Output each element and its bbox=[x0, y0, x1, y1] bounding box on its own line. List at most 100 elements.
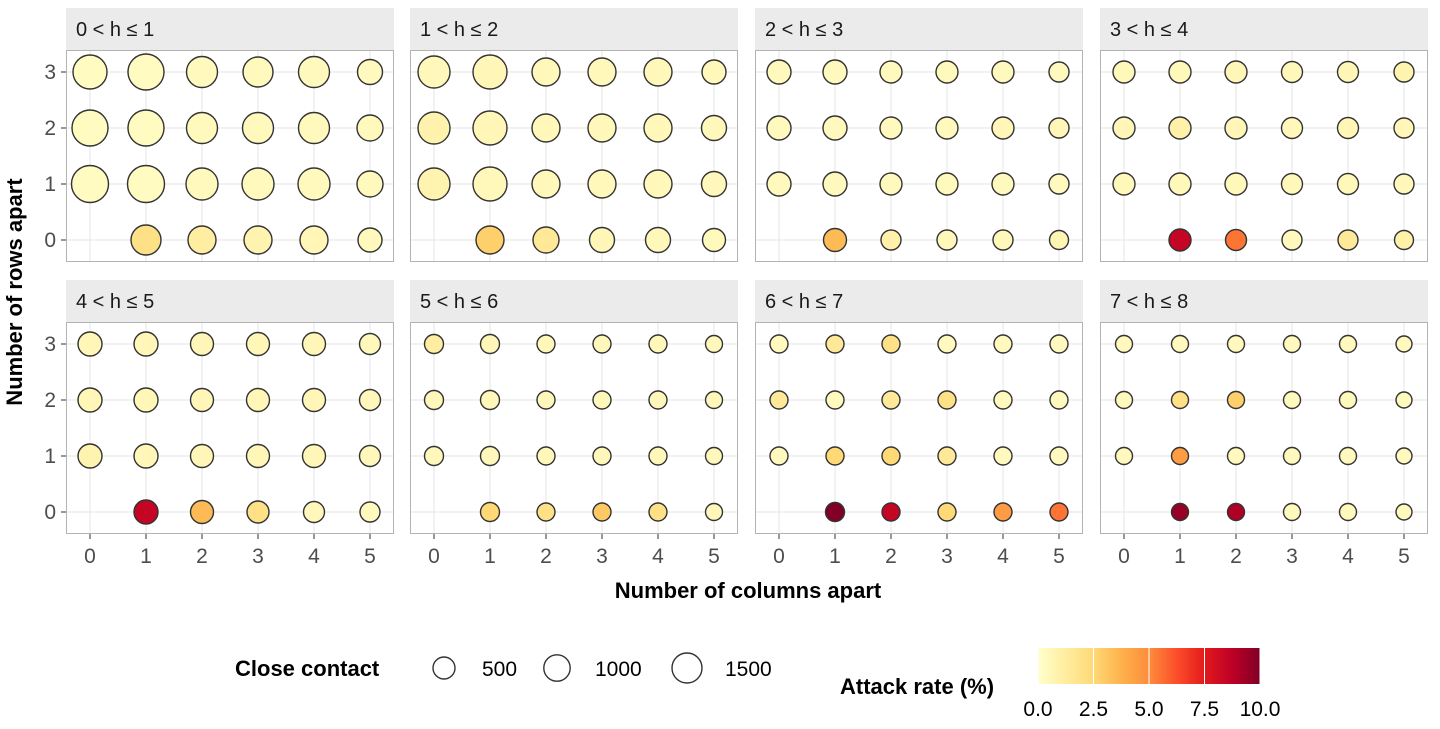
bubble bbox=[1281, 229, 1303, 251]
bubble bbox=[77, 387, 103, 413]
plot-area bbox=[1100, 50, 1428, 262]
bubble bbox=[531, 57, 561, 87]
bubble bbox=[1336, 116, 1360, 140]
plot-area bbox=[755, 50, 1083, 262]
x-tick-label: 0 bbox=[84, 545, 96, 568]
bubble bbox=[1393, 117, 1415, 139]
bubble bbox=[592, 446, 612, 466]
bubble bbox=[879, 60, 903, 84]
bubble bbox=[297, 111, 331, 145]
bubble bbox=[766, 59, 792, 85]
bubble bbox=[937, 502, 957, 522]
bubble bbox=[1170, 390, 1190, 410]
bubble bbox=[1395, 391, 1413, 409]
bubble bbox=[536, 446, 556, 466]
bubble bbox=[769, 446, 789, 466]
bubble bbox=[937, 446, 957, 466]
bubble bbox=[1168, 116, 1192, 140]
bubble bbox=[1168, 172, 1192, 196]
x-tick-label: 2 bbox=[540, 545, 552, 568]
bubble bbox=[993, 334, 1013, 354]
bubble bbox=[881, 334, 901, 354]
bubble bbox=[937, 390, 957, 410]
bubble bbox=[417, 167, 451, 201]
x-tick-label: 5 bbox=[708, 545, 720, 568]
facet-strip bbox=[66, 280, 394, 322]
color-legend: Attack rate (%) 0.0 2.5 5.0 7.5 10.0 bbox=[840, 648, 1280, 721]
bubble bbox=[417, 111, 451, 145]
bubble bbox=[1395, 335, 1413, 353]
colorbar-tick-label: 2.5 bbox=[1079, 698, 1108, 721]
facet-label: 0 < h ≤ 1 bbox=[76, 19, 154, 41]
facet-strip bbox=[755, 8, 1083, 50]
bubble bbox=[358, 444, 382, 468]
facet-panel: 3 < h ≤ 4 bbox=[1100, 8, 1428, 262]
bubble bbox=[356, 58, 384, 86]
facet-panel: 2 < h ≤ 3 bbox=[755, 8, 1083, 262]
bubble bbox=[1048, 117, 1070, 139]
bubble bbox=[643, 57, 673, 87]
bubble bbox=[1048, 173, 1070, 195]
facet-label: 7 < h ≤ 8 bbox=[1110, 291, 1188, 313]
bubble bbox=[246, 500, 270, 524]
y-tick-label: 3 bbox=[44, 61, 56, 84]
bubble bbox=[1337, 229, 1359, 251]
bubble bbox=[1226, 334, 1246, 354]
bubble bbox=[301, 387, 327, 413]
bubble bbox=[1282, 446, 1302, 466]
bubble bbox=[822, 171, 848, 197]
plot-area bbox=[66, 322, 394, 534]
bubble bbox=[77, 331, 103, 357]
bubble bbox=[1224, 60, 1248, 84]
bubble bbox=[592, 502, 612, 522]
x-tick-label: 0 bbox=[1118, 545, 1130, 568]
bubble bbox=[993, 502, 1013, 522]
bubble bbox=[187, 225, 217, 255]
bubble bbox=[356, 170, 384, 198]
bubble bbox=[71, 109, 109, 147]
bubble bbox=[700, 114, 728, 142]
bubble bbox=[769, 390, 789, 410]
x-tick-label: 4 bbox=[997, 545, 1009, 568]
bubble bbox=[935, 60, 959, 84]
x-tick-label: 1 bbox=[829, 545, 841, 568]
plot-area bbox=[410, 50, 738, 262]
bubble bbox=[133, 331, 159, 357]
bubble bbox=[643, 169, 673, 199]
bubble bbox=[1338, 390, 1358, 410]
bubble bbox=[472, 54, 508, 90]
color-legend-title: Attack rate (%) bbox=[840, 674, 994, 699]
x-tick-label: 1 bbox=[140, 545, 152, 568]
facet-panel: 7 < h ≤ 8 0 1 2 3 4 5 bbox=[1100, 280, 1428, 568]
bubble bbox=[1224, 116, 1248, 140]
bubble bbox=[991, 60, 1015, 84]
bubble bbox=[935, 172, 959, 196]
bubble bbox=[479, 445, 501, 467]
bubble bbox=[301, 331, 327, 357]
bubble bbox=[1170, 334, 1190, 354]
bubble bbox=[993, 390, 1013, 410]
bubble bbox=[587, 113, 617, 143]
bubble bbox=[587, 169, 617, 199]
bubble bbox=[185, 55, 219, 89]
bubble bbox=[479, 333, 501, 355]
bubble bbox=[766, 115, 792, 141]
bubble bbox=[822, 59, 848, 85]
bubble bbox=[243, 225, 273, 255]
colorbar-tick-label: 0.0 bbox=[1023, 698, 1052, 721]
facet-strip bbox=[66, 8, 394, 50]
size-legend-key bbox=[671, 652, 703, 684]
bubble bbox=[479, 501, 501, 523]
bubble bbox=[127, 109, 165, 147]
x-tick-label: 3 bbox=[596, 545, 608, 568]
bubble bbox=[479, 389, 501, 411]
y-tick-label: 3 bbox=[44, 333, 56, 356]
bubble bbox=[189, 443, 215, 469]
x-tick-label: 1 bbox=[1174, 545, 1186, 568]
bubble bbox=[881, 446, 901, 466]
bubble bbox=[299, 225, 329, 255]
facet-strip bbox=[410, 280, 738, 322]
facet-strip bbox=[1100, 280, 1428, 322]
plot-area bbox=[755, 322, 1083, 534]
size-legend-label: 1000 bbox=[595, 658, 642, 681]
